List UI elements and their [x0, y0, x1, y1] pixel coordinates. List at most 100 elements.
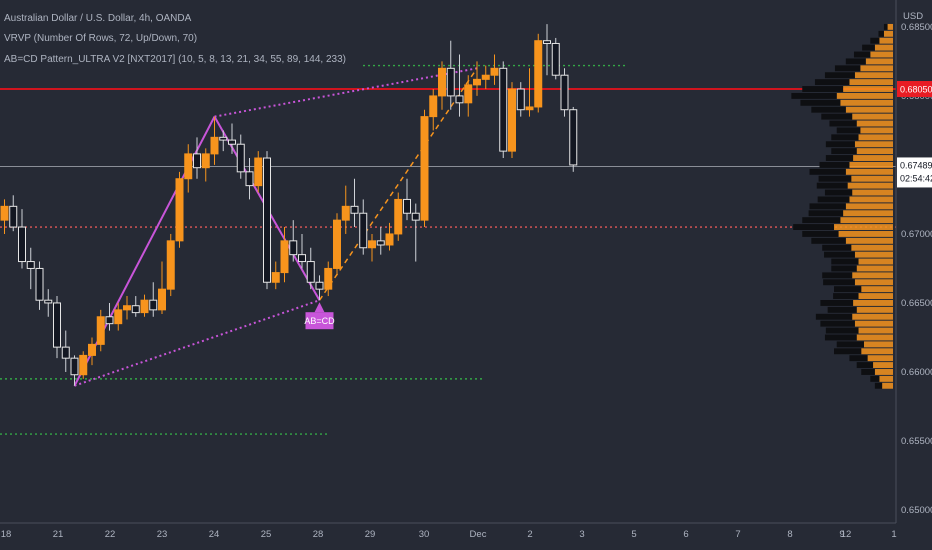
candle-body-9 — [79, 354, 88, 376]
vp-up-bar-7 — [856, 334, 893, 341]
horizontal-levels — [0, 64, 896, 435]
candle-body-20 — [175, 178, 184, 242]
vp-up-bar-51 — [883, 30, 893, 37]
vp-up-bar-11 — [856, 306, 893, 313]
vp-up-bar-26 — [845, 203, 893, 210]
vp-up-bar-1 — [879, 375, 893, 382]
candle-body-5 — [44, 299, 53, 304]
candle-body-44 — [385, 233, 394, 246]
vp-down-bar-25 — [808, 210, 844, 217]
vp-down-bar-10 — [815, 313, 853, 320]
x-tick-label: 9 — [839, 529, 844, 540]
x-tick-label: 23 — [157, 529, 168, 540]
vp-up-bar-18 — [858, 258, 893, 265]
vp-down-bar-3 — [856, 362, 874, 369]
vp-down-bar-30 — [818, 175, 852, 182]
x-tick-label: 7 — [735, 529, 740, 540]
volume-profile — [791, 23, 893, 389]
candle-body-39 — [341, 205, 350, 221]
vp-up-bar-9 — [854, 320, 893, 327]
vp-down-bar-40 — [811, 106, 846, 113]
x-tick-label: Dec — [470, 529, 487, 540]
candle-body-32 — [280, 240, 289, 274]
last-price-text: 0.67489 — [900, 160, 932, 170]
candle-body-41 — [359, 212, 368, 249]
x-tick-label: 29 — [365, 529, 376, 540]
vp-up-bar-25 — [843, 210, 893, 217]
candle-body-58 — [508, 88, 516, 152]
price-tags: 0.68050 0.67489 02:54:42 — [897, 81, 932, 188]
candle-body-10 — [88, 343, 96, 356]
candle-body-34 — [298, 254, 306, 263]
vp-up-bar-37 — [860, 127, 893, 134]
vp-down-bar-8 — [825, 327, 859, 334]
vp-down-bar-43 — [802, 86, 844, 92]
vp-up-bar-36 — [858, 134, 893, 141]
candle-body-27 — [236, 143, 245, 173]
candle-body-45 — [394, 198, 403, 235]
candle-body-8 — [70, 357, 79, 376]
candle-body-37 — [324, 267, 333, 290]
vp-up-bar-34 — [856, 148, 893, 155]
vp-down-bar-2 — [861, 369, 875, 375]
vp-down-bar-5 — [834, 348, 862, 355]
vp-down-bar-47 — [845, 58, 866, 65]
vp-up-bar-47 — [865, 58, 893, 65]
x-tick-label: 3 — [579, 529, 584, 540]
candle-body-29 — [254, 157, 263, 187]
candle-body-17 — [149, 299, 158, 311]
indicator-vrvp-label[interactable]: VRVP (Number Of Rows, 72, Up/Down, 70) — [4, 33, 198, 44]
candle-body-31 — [271, 272, 280, 283]
vp-up-bar-29 — [847, 182, 893, 189]
vp-up-bar-10 — [852, 313, 893, 320]
candle-body-30 — [263, 157, 271, 283]
red-level-tag-text: 0.68050 — [900, 85, 932, 95]
candle-body-26 — [228, 139, 236, 145]
vp-down-bar-0 — [874, 382, 883, 389]
vp-up-bar-32 — [849, 161, 893, 168]
vp-down-bar-52 — [883, 23, 888, 30]
candle-body-65 — [569, 109, 578, 166]
candle-body-51 — [446, 67, 455, 97]
vp-down-bar-22 — [802, 230, 839, 237]
candle-body-56 — [490, 67, 499, 76]
vp-down-bar-4 — [849, 355, 868, 362]
vp-up-bar-28 — [852, 189, 893, 196]
candle-body-16 — [140, 299, 149, 314]
vp-down-bar-49 — [862, 44, 875, 51]
candle-body-47 — [411, 212, 420, 221]
vp-down-bar-35 — [825, 141, 855, 148]
indicator-abcd-label[interactable]: AB=CD Pattern_ULTRA V2 [NXT2017] (10, 5,… — [4, 54, 346, 65]
vp-up-bar-39 — [852, 113, 893, 120]
x-tick-label: 8 — [787, 529, 792, 540]
vp-up-bar-5 — [861, 348, 893, 355]
candle-body-3 — [26, 261, 35, 269]
vp-up-bar-35 — [854, 141, 893, 148]
candle-body-43 — [376, 240, 385, 246]
x-tick-label: 18 — [1, 529, 12, 540]
y-tick-label: 0.66000 — [901, 367, 932, 378]
x-tick-label: 25 — [261, 529, 272, 540]
candle-body-13 — [114, 309, 123, 325]
vp-up-bar-15 — [854, 279, 893, 286]
vp-up-bar-22 — [838, 230, 893, 237]
vp-up-bar-19 — [854, 251, 893, 258]
chart-title: Australian Dollar / U.S. Dollar, 4h, OAN… — [4, 13, 192, 24]
vp-down-bar-20 — [822, 244, 852, 251]
vp-down-bar-28 — [824, 189, 853, 196]
candle-body-23 — [201, 153, 210, 169]
candle-body-62 — [543, 40, 551, 44]
vp-up-bar-40 — [845, 106, 893, 113]
candle-body-48 — [420, 116, 429, 221]
currency-label: USD — [903, 11, 923, 22]
candle-body-54 — [473, 78, 481, 86]
candle-body-60 — [525, 106, 534, 111]
vp-up-bar-3 — [873, 362, 893, 369]
vp-down-bar-37 — [836, 127, 861, 134]
vp-up-bar-49 — [874, 44, 893, 51]
vp-down-bar-38 — [829, 120, 857, 127]
vp-down-bar-15 — [823, 279, 855, 286]
vp-up-bar-0 — [882, 382, 893, 389]
candle-body-40 — [350, 205, 359, 214]
